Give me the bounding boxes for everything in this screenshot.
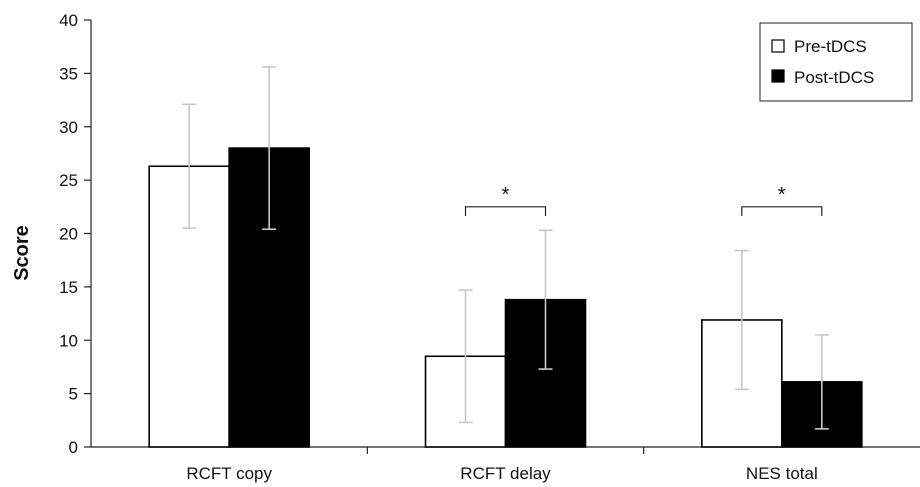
significance-star: * bbox=[502, 184, 510, 206]
y-tick-label: 30 bbox=[59, 118, 78, 137]
significance-star: * bbox=[778, 184, 786, 206]
significance-bracket bbox=[464, 206, 547, 216]
significance-brackets: * * bbox=[464, 184, 823, 216]
y-axis-label: Score bbox=[11, 225, 33, 281]
legend-swatch-post bbox=[771, 69, 785, 83]
legend-label-post: Post-tDCS bbox=[794, 68, 874, 87]
x-tick-label: RCFT delay bbox=[460, 464, 551, 483]
y-tick-label: 15 bbox=[59, 278, 78, 297]
y-tick-label: 20 bbox=[59, 225, 78, 244]
y-tick-label: 10 bbox=[59, 331, 78, 350]
y-tick-label: 40 bbox=[59, 11, 78, 30]
x-axis: RCFT copy RCFT delay NES total bbox=[91, 446, 920, 483]
x-tick-label: RCFT copy bbox=[186, 464, 272, 483]
y-tick-label: 35 bbox=[59, 64, 78, 83]
legend-label-pre: Pre-tDCS bbox=[794, 37, 867, 56]
legend-swatch-pre bbox=[771, 39, 785, 53]
error-bars bbox=[182, 66, 829, 430]
y-tick-label: 0 bbox=[69, 438, 78, 457]
y-axis: 0 5 10 15 20 25 30 35 40 bbox=[59, 11, 92, 457]
legend-box bbox=[759, 22, 913, 102]
y-tick-label: 25 bbox=[59, 171, 78, 190]
x-tick-label: NES total bbox=[746, 464, 818, 483]
legend: Pre-tDCS Post-tDCS bbox=[759, 22, 913, 102]
significance-bracket bbox=[741, 206, 823, 216]
y-tick-label: 5 bbox=[69, 385, 78, 404]
